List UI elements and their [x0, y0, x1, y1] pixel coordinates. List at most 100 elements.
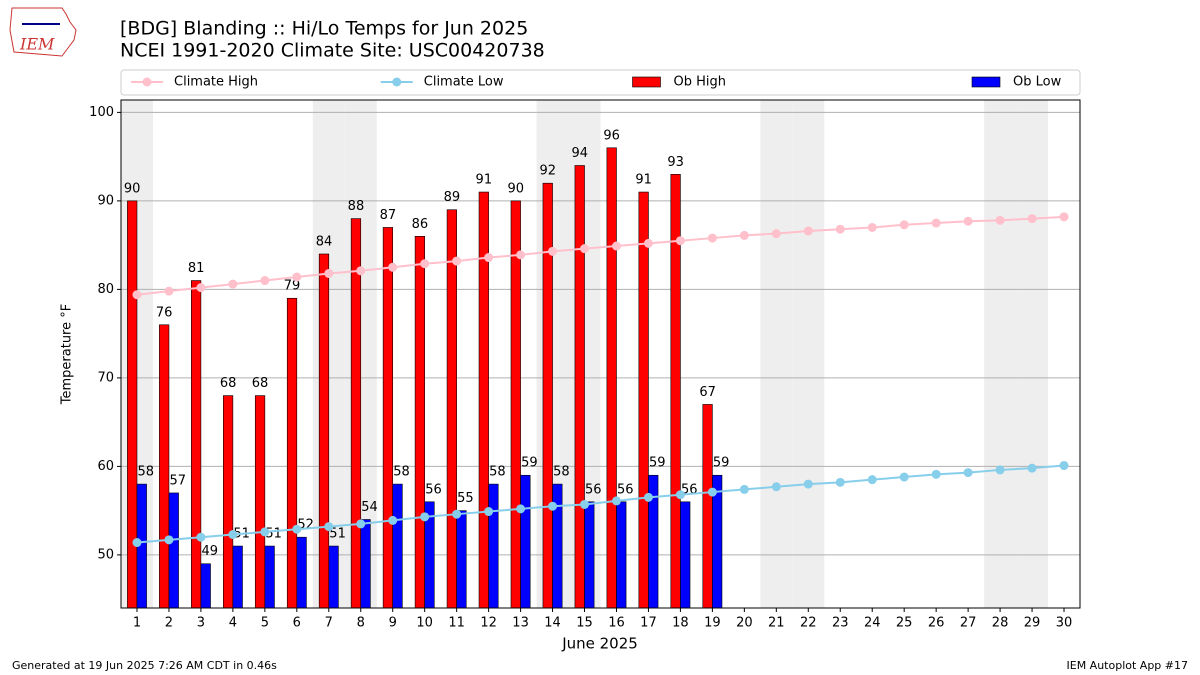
point: [1027, 214, 1037, 224]
point: [548, 246, 558, 256]
x-tick-label: 19: [704, 616, 721, 631]
y-tick-label: 60: [97, 459, 114, 474]
data-label: 56: [617, 482, 634, 497]
legend-label: Climate High: [174, 75, 258, 90]
data-label: 51: [329, 527, 346, 542]
data-label: 58: [393, 465, 410, 480]
point: [995, 215, 1005, 225]
x-tick-label: 1: [133, 616, 141, 631]
point: [643, 238, 653, 248]
point: [292, 524, 302, 534]
data-label: 91: [476, 173, 493, 188]
legend-marker: [392, 77, 402, 87]
data-label: 91: [635, 173, 652, 188]
data-label: 96: [603, 128, 620, 143]
bar: [127, 200, 138, 609]
chart-subtitle: NCEI 1991-2020 Climate Site: USC00420738: [120, 40, 545, 62]
point: [388, 515, 398, 525]
data-label: 59: [713, 456, 730, 471]
bar: [254, 395, 266, 609]
point: [420, 259, 430, 269]
x-tick-label: 7: [325, 616, 333, 631]
line: [136, 464, 1065, 544]
data-label: 54: [361, 500, 378, 515]
logo-text: IEM: [19, 35, 55, 54]
data-label: 59: [649, 456, 666, 471]
bar: [318, 253, 330, 609]
bar: [168, 492, 179, 609]
logo-map: [9, 7, 77, 57]
point: [452, 256, 462, 266]
x-tick-label: 6: [293, 616, 301, 631]
x-tick-label: 20: [736, 616, 753, 631]
data-label: 58: [489, 465, 506, 480]
point: [228, 279, 238, 289]
bar: [328, 545, 339, 609]
x-tick-label: 24: [864, 616, 881, 631]
logo: IEM: [9, 7, 77, 57]
point: [484, 253, 494, 263]
point: [835, 477, 845, 487]
bar: [574, 165, 585, 609]
point: [260, 527, 270, 537]
data-label: 86: [412, 217, 429, 232]
point: [867, 222, 877, 232]
bar: [296, 536, 307, 609]
point: [516, 250, 526, 260]
data-label: 58: [138, 465, 155, 480]
point: [771, 229, 781, 239]
point: [196, 532, 206, 542]
bar: [606, 147, 617, 609]
point: [611, 241, 621, 251]
x-tick-label: 25: [896, 616, 913, 631]
x-tick-label: 3: [197, 616, 205, 631]
point: [452, 509, 462, 519]
plot-frame: [120, 99, 1081, 609]
data-label: 84: [316, 234, 333, 249]
y-tick-label: 70: [97, 370, 114, 385]
point: [931, 469, 941, 479]
point: [611, 496, 621, 506]
legend-swatch: [632, 76, 661, 88]
point: [739, 230, 749, 240]
point: [516, 504, 526, 514]
point: [675, 236, 685, 246]
data-label: 88: [348, 199, 365, 214]
point: [931, 218, 941, 228]
weekend-shade: [792, 100, 825, 608]
x-tick-label: 27: [960, 616, 977, 631]
point: [260, 276, 270, 286]
bar: [392, 483, 403, 609]
data-label: 68: [252, 376, 269, 391]
data-label: 89: [444, 190, 461, 205]
point: [803, 479, 813, 489]
bar: [350, 218, 362, 609]
point: [899, 220, 909, 230]
point: [132, 290, 142, 300]
data-label: 93: [667, 155, 684, 170]
legend-label: Ob High: [674, 75, 727, 90]
bar: [446, 209, 457, 609]
y-tick-label: 100: [89, 105, 114, 120]
data-label: 76: [156, 305, 173, 320]
data-label: 56: [425, 482, 442, 497]
point: [1059, 461, 1069, 471]
point: [643, 492, 653, 502]
bar: [232, 545, 243, 609]
x-tick-label: 5: [261, 616, 269, 631]
y-tick-label: 50: [97, 547, 114, 562]
data-label: 55: [457, 491, 474, 506]
data-label: 87: [380, 208, 397, 223]
point: [388, 262, 398, 272]
point: [580, 499, 590, 509]
bar: [222, 395, 234, 609]
point: [739, 484, 749, 494]
legend-label: Climate Low: [424, 75, 504, 90]
point: [707, 233, 717, 243]
data-label: 94: [571, 146, 588, 161]
data-label: 79: [284, 279, 301, 294]
footer-right: IEM Autoplot App #17: [1067, 659, 1189, 672]
point: [196, 283, 206, 293]
x-tick-label: 26: [928, 616, 945, 631]
footer-left: Generated at 19 Jun 2025 7:26 AM CDT in …: [12, 659, 277, 672]
